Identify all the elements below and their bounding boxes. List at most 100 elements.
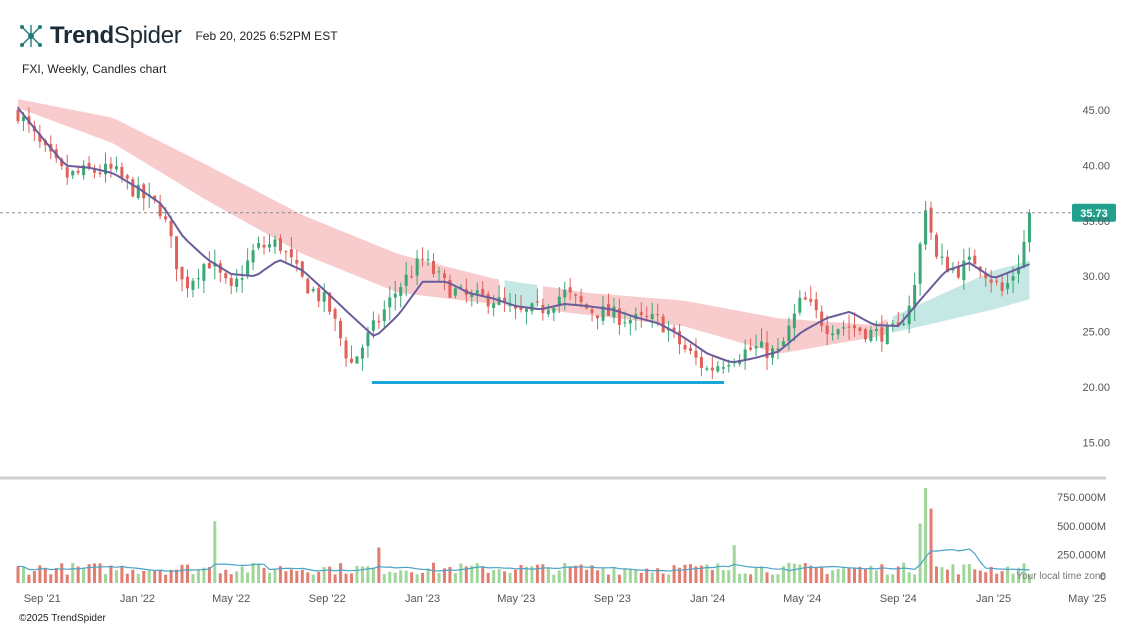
- candle-body: [688, 347, 692, 352]
- candle-body: [792, 313, 796, 329]
- candle-body: [207, 263, 211, 269]
- candle-body: [945, 256, 949, 273]
- volume-bar: [103, 574, 107, 583]
- volume-bar: [333, 574, 337, 583]
- candle-body: [158, 203, 162, 217]
- volume-bar: [344, 573, 348, 583]
- copyright: ©2025 TrendSpider: [19, 613, 106, 624]
- candle-body: [683, 344, 687, 350]
- volume-bar: [519, 564, 523, 583]
- volume-bar: [645, 568, 649, 583]
- volume-bar: [716, 563, 720, 583]
- candle-body: [98, 172, 102, 175]
- candle-body: [355, 356, 359, 364]
- volume-bar: [694, 566, 698, 583]
- candle-body: [426, 259, 430, 261]
- candle-body: [453, 288, 457, 296]
- volume-bar: [224, 569, 228, 583]
- candle-body: [295, 259, 299, 264]
- volume-bar: [973, 569, 977, 583]
- volume-bar: [574, 565, 578, 583]
- candle-body: [459, 286, 463, 288]
- candle-body: [973, 255, 977, 265]
- volume-bar: [1022, 563, 1026, 583]
- volume-bar: [131, 569, 135, 583]
- volume-bar: [891, 574, 895, 583]
- candle-body: [962, 260, 966, 281]
- candle-body: [1027, 212, 1031, 243]
- volume-bar: [803, 563, 807, 583]
- candle-body: [71, 170, 75, 176]
- volume-bar: [852, 567, 857, 583]
- volume-bar: [683, 564, 687, 583]
- candle-body: [103, 163, 107, 175]
- volume-bar: [185, 564, 189, 583]
- candle-body: [935, 234, 939, 257]
- candle-body: [727, 365, 731, 367]
- volume-bar: [798, 564, 802, 583]
- candle-body: [863, 329, 867, 340]
- last-price-label: 35.73: [1080, 208, 1108, 220]
- candle-body: [579, 295, 583, 303]
- candle-body: [317, 288, 321, 302]
- volume-bar: [984, 572, 988, 583]
- volume-bar: [814, 567, 818, 583]
- volume-bar: [486, 572, 490, 583]
- volume-bar: [240, 566, 244, 583]
- candle-body: [546, 310, 550, 315]
- candle-body: [535, 301, 539, 303]
- candle-body: [743, 349, 747, 360]
- candle-body: [289, 249, 293, 258]
- volume-bar: [125, 573, 129, 583]
- candle-body: [984, 272, 988, 279]
- volume-bar: [902, 562, 906, 583]
- candle-body: [333, 309, 337, 319]
- candle-body: [131, 179, 135, 197]
- candle-body: [388, 297, 392, 308]
- volume-bar: [213, 521, 217, 583]
- candle-body: [524, 308, 528, 312]
- candle-body: [475, 290, 479, 294]
- volume-bar: [76, 566, 80, 583]
- x-tick-label: Jan '24: [690, 593, 725, 605]
- candle-body: [656, 314, 660, 316]
- candle-body: [125, 175, 129, 179]
- volume-bar: [612, 567, 616, 583]
- candle-body: [437, 271, 441, 273]
- y-tick-label: 15.00: [1082, 437, 1110, 449]
- volume-bar: [776, 574, 780, 583]
- timezone-note: Your local time zone: [1016, 571, 1106, 582]
- candle-body: [929, 207, 933, 233]
- candle-body: [470, 293, 474, 298]
- x-tick-label: Jan '22: [120, 593, 155, 605]
- candle-body: [842, 327, 846, 329]
- volume-bar: [749, 574, 753, 583]
- candle-body: [530, 303, 534, 312]
- volume-bar: [453, 573, 457, 583]
- candle-body: [175, 236, 179, 270]
- candle-body: [273, 239, 277, 247]
- candle-body: [1022, 241, 1026, 267]
- volume-bar: [421, 572, 425, 583]
- volume-bar: [180, 564, 184, 583]
- volume-tick-label: 750.000M: [1057, 492, 1106, 504]
- candle-body: [678, 331, 682, 345]
- volume-bar: [918, 523, 922, 583]
- candle-body: [995, 280, 999, 282]
- candle-body: [699, 357, 703, 368]
- candle-body: [1000, 282, 1004, 292]
- volume-bar: [1006, 566, 1010, 583]
- volume-bar: [945, 569, 949, 583]
- volume-bar: [459, 563, 463, 583]
- volume-bar: [60, 563, 64, 583]
- candle-body: [196, 278, 200, 280]
- volume-bar: [989, 566, 993, 583]
- candle-body: [836, 329, 840, 335]
- candle-body: [825, 325, 829, 335]
- volume-bar: [153, 570, 157, 583]
- candle-body: [858, 327, 862, 331]
- candle-body: [907, 305, 911, 325]
- volume-bar: [350, 573, 354, 583]
- candle-body: [617, 308, 621, 325]
